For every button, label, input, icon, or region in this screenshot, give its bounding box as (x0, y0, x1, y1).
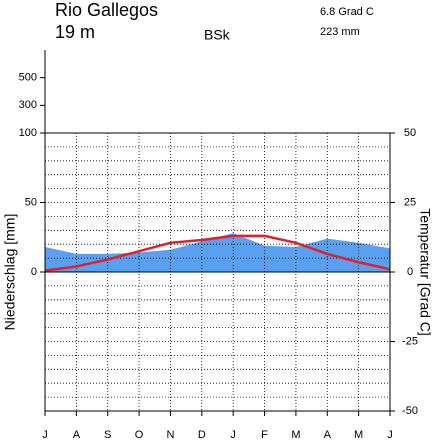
total-precipitation: 223 mm (320, 26, 360, 38)
x-tick-label: M (291, 429, 300, 440)
x-tick-label: J (230, 429, 236, 440)
x-tick-label: F (261, 429, 268, 440)
mean-temperature: 6.8 Grad C (320, 6, 374, 18)
y-upper-tick-label: 500 (19, 72, 37, 84)
x-tick-label: S (104, 429, 111, 440)
x-tick-label: D (198, 429, 206, 440)
x-tick-label: M (354, 429, 363, 440)
x-tick-label: J (42, 429, 48, 440)
y2-tick-label: 25 (404, 196, 416, 208)
y2-tick-label: 50 (404, 127, 416, 139)
x-tick-label: J (387, 429, 393, 440)
y-tick-label: 100 (19, 127, 37, 139)
y2-tick-label: -25 (402, 335, 418, 347)
precipitation-area (45, 233, 390, 272)
y2-tick-label: 0 (407, 266, 413, 278)
y-tick-label: 50 (25, 196, 37, 208)
y-upper-tick-label: 300 (19, 99, 37, 111)
climate-class: BSk (204, 27, 231, 43)
x-tick-label: N (166, 429, 174, 440)
x-tick-label: A (73, 429, 81, 440)
x-tick-label: O (135, 429, 144, 440)
y-tick-label: 0 (31, 266, 37, 278)
y-axis-label: Niederschlag [mm] (2, 214, 18, 331)
y2-axis-label: Temperatur [Grad C] (417, 208, 433, 336)
chart-subtitle: 19 m (55, 22, 95, 42)
y2-tick-label: -50 (402, 405, 418, 417)
chart-title: Rio Gallegos (55, 0, 158, 20)
x-tick-label: A (324, 429, 332, 440)
temperature-line (44, 234, 391, 272)
